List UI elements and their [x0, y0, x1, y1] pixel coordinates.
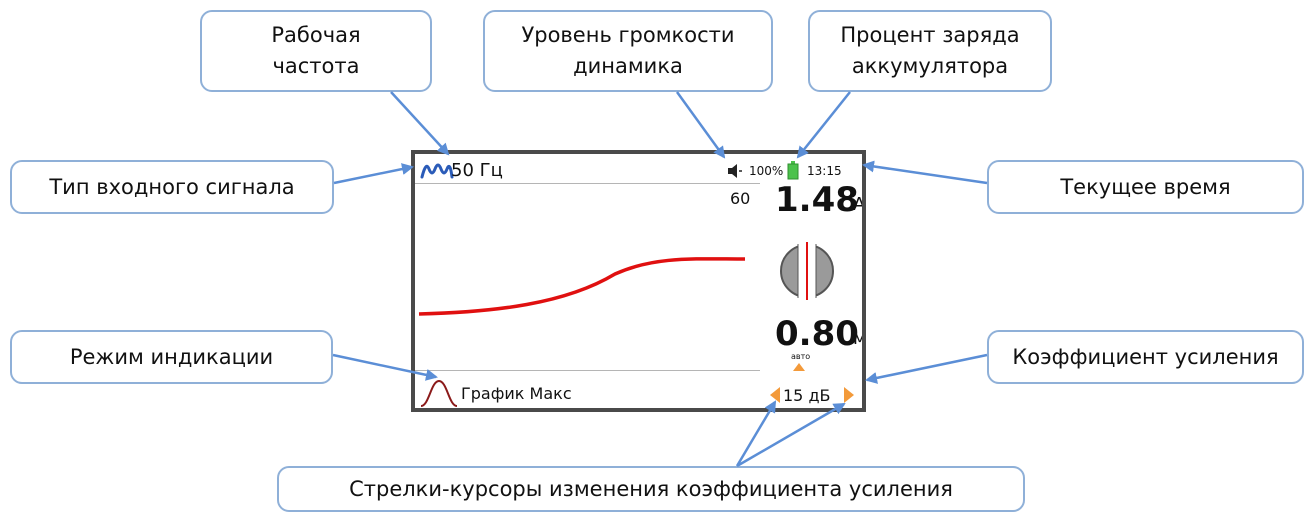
- battery-percent: 100%: [749, 164, 784, 178]
- mode-label: График Макс: [461, 384, 572, 403]
- callout-battery: Процент заряда аккумулятора: [808, 10, 1052, 92]
- arrow-battery: [796, 91, 851, 159]
- device-screen: 50 Гц 100% 13:15 60 1.48 А 0.80 м авто Г…: [411, 150, 866, 412]
- callout-mode: Режим индикации: [10, 330, 333, 384]
- current-unit: А: [853, 194, 866, 215]
- arrow-signal-type: [333, 163, 414, 185]
- arrow-left-cursor: [735, 400, 777, 467]
- top-divider: [415, 183, 760, 184]
- gain-value: 15 дБ: [783, 386, 831, 405]
- signal-wave-icon: [420, 163, 454, 179]
- compass-icon: [780, 242, 834, 300]
- arrow-time: [862, 160, 988, 185]
- arrow-gain: [865, 353, 988, 384]
- current-value: 1.48: [775, 180, 859, 220]
- frequency-value: 50 Гц: [451, 160, 503, 181]
- signal-graph: [418, 257, 746, 316]
- callout-gain: Коэффициент усиления: [987, 330, 1304, 384]
- battery-icon: [787, 161, 799, 180]
- gain-right-arrow[interactable]: [844, 387, 854, 403]
- gain-left-arrow[interactable]: [770, 387, 780, 403]
- arrow-right-cursor: [736, 402, 846, 468]
- callout-time: Текущее время: [987, 160, 1304, 214]
- peak-mode-icon: [420, 379, 458, 407]
- bottom-divider: [415, 370, 760, 371]
- signal-strength-value: 60: [730, 189, 751, 208]
- gain-up-indicator: [793, 363, 805, 371]
- callout-arrows: Стрелки-курсоры изменения коэффициента у…: [277, 466, 1025, 512]
- callout-frequency: Рабочая частота: [200, 10, 432, 92]
- depth-unit: м: [853, 328, 866, 349]
- callout-volume: Уровень громкости динамика: [483, 10, 773, 92]
- speaker-icon: [728, 164, 742, 178]
- arrow-mode: [332, 353, 438, 381]
- arrow-volume: [675, 91, 726, 159]
- callout-signal-type: Тип входного сигнала: [10, 160, 334, 214]
- time-value: 13:15: [807, 164, 842, 178]
- depth-value: 0.80: [775, 314, 859, 354]
- auto-label: авто: [791, 352, 811, 361]
- arrow-frequency: [390, 91, 450, 156]
